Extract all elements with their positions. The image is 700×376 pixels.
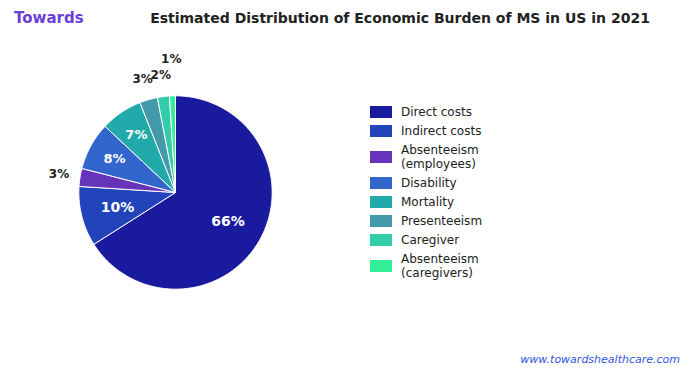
svg-text:2%: 2% [151, 68, 171, 82]
svg-text:10%: 10% [101, 199, 135, 215]
svg-text:8%: 8% [103, 151, 125, 166]
html-text:Mortality: Mortality [401, 194, 455, 209]
html-text:Indirect costs: Indirect costs [401, 123, 482, 138]
html-text:Absenteeism (employees): Absenteeism (employees) [401, 142, 479, 171]
svg-text:1%: 1% [161, 52, 181, 66]
html-text:Absenteeism (caregivers): Absenteeism (caregivers) [401, 251, 479, 280]
html-text:Caregiver: Caregiver [401, 232, 460, 247]
svg-text:7%: 7% [125, 127, 147, 142]
html-text:Presenteeism: Presenteeism [401, 213, 483, 228]
html-text:Estimated Distribution of Econ: Estimated Distribution of Economic Burde… [150, 10, 650, 26]
svg-text:3%: 3% [132, 72, 153, 87]
html-text:Towards: Towards [14, 9, 84, 27]
html-text:www.towardshealthcare.com: www.towardshealthcare.com [520, 353, 680, 366]
html-text:Disability: Disability [401, 175, 457, 190]
svg-text:3%: 3% [49, 167, 69, 181]
svg-text:66%: 66% [211, 213, 245, 229]
html-text:Direct costs: Direct costs [401, 104, 472, 119]
